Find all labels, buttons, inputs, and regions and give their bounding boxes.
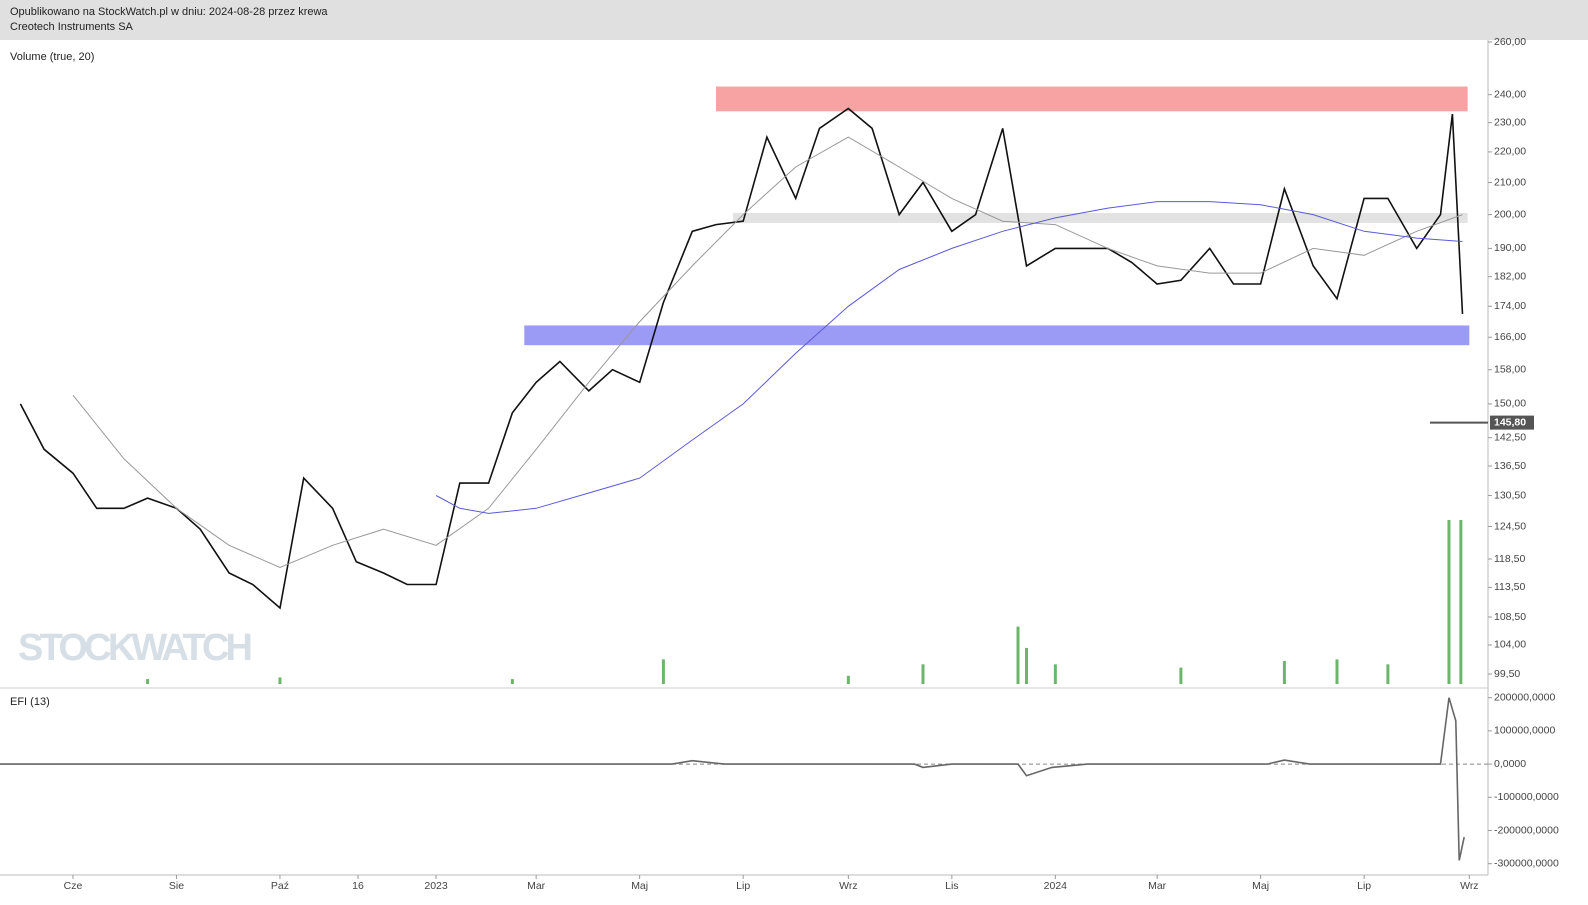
x-tick-label: Maj: [1252, 880, 1269, 892]
y-tick-label: 113,50: [1494, 581, 1525, 593]
x-tick-label: Mar: [527, 880, 546, 892]
y-tick-label: 0,0000: [1494, 758, 1526, 770]
volume-bar: [1179, 667, 1183, 684]
y-tick-label: 124,50: [1494, 520, 1526, 532]
zone: [716, 86, 1468, 112]
header-bar: [0, 0, 1588, 40]
y-tick-label: -100000,0000: [1494, 791, 1559, 803]
y-tick-label: 100000,0000: [1494, 725, 1555, 737]
x-tick-label: Cze: [64, 880, 83, 892]
volume-bar: [1386, 664, 1390, 684]
y-tick-label: 200000,0000: [1494, 691, 1555, 703]
y-tick-label: -300000,0000: [1494, 857, 1559, 869]
volume-bar: [1447, 520, 1451, 684]
panel-title: EFI (13): [10, 696, 50, 708]
current-price-label: 145,80: [1494, 416, 1526, 428]
y-tick-label: 230,00: [1494, 116, 1526, 128]
volume-bar: [921, 664, 925, 684]
company: Creotech Instruments SA: [10, 21, 134, 33]
y-tick-label: 200,00: [1494, 208, 1526, 220]
volume-bar: [1024, 647, 1028, 684]
y-tick-label: 104,00: [1494, 639, 1526, 651]
y-tick-label: 142,50: [1494, 431, 1526, 443]
x-tick-label: Sie: [169, 880, 184, 892]
volume-bar: [1459, 520, 1463, 684]
x-tick-label: 2023: [424, 880, 448, 892]
watermark: STOCKWATCH: [18, 627, 253, 669]
x-tick-label: Maj: [631, 880, 648, 892]
y-tick-label: 220,00: [1494, 146, 1526, 158]
x-tick-label: Lis: [945, 880, 958, 892]
y-tick-label: 240,00: [1494, 88, 1526, 100]
series-line: [19, 107, 1464, 610]
y-tick-label: 136,50: [1494, 460, 1526, 472]
volume-bar: [278, 677, 282, 684]
y-tick-label: 118,50: [1494, 553, 1525, 565]
volume-bar: [1282, 661, 1286, 684]
series-line: [72, 136, 1463, 568]
x-tick-label: Lip: [1357, 880, 1371, 892]
volume-bar: [846, 675, 850, 684]
x-tick-label: Lip: [736, 880, 750, 892]
y-tick-label: 166,00: [1494, 331, 1526, 343]
panel-title: Volume (true, 20): [10, 51, 94, 63]
volume-bar: [510, 679, 514, 684]
volume-bar: [1335, 659, 1339, 684]
y-tick-label: 260,00: [1494, 36, 1526, 48]
x-tick-label: Mar: [1148, 880, 1167, 892]
x-tick-label: 16: [352, 880, 364, 892]
zone: [732, 212, 1468, 223]
zone: [524, 325, 1470, 346]
x-tick-label: Wrz: [839, 880, 857, 892]
y-tick-label: 190,00: [1494, 242, 1526, 254]
y-tick-label: 158,00: [1494, 364, 1526, 376]
y-tick-label: 182,00: [1494, 270, 1526, 282]
y-tick-label: -200000,0000: [1494, 824, 1559, 836]
volume-bar: [146, 679, 150, 684]
y-tick-label: 210,00: [1494, 176, 1526, 188]
y-tick-label: 150,00: [1494, 398, 1526, 410]
current-price-box: [1490, 415, 1534, 430]
y-tick-label: 174,00: [1494, 300, 1526, 312]
y-tick-label: 108,50: [1494, 611, 1526, 623]
x-tick-label: Paź: [271, 880, 289, 892]
x-tick-label: 2024: [1044, 880, 1068, 892]
series-line: [0, 697, 1465, 861]
volume-bar: [1053, 664, 1057, 684]
volume-bar: [661, 659, 665, 684]
volume-bar: [1016, 626, 1020, 684]
y-tick-label: 130,50: [1494, 489, 1526, 501]
series-line: [435, 201, 1463, 514]
y-tick-label: 99,50: [1494, 668, 1520, 680]
x-tick-label: Wrz: [1460, 880, 1478, 892]
published: Opublikowano na StockWatch.pl w dniu: 20…: [10, 6, 328, 18]
